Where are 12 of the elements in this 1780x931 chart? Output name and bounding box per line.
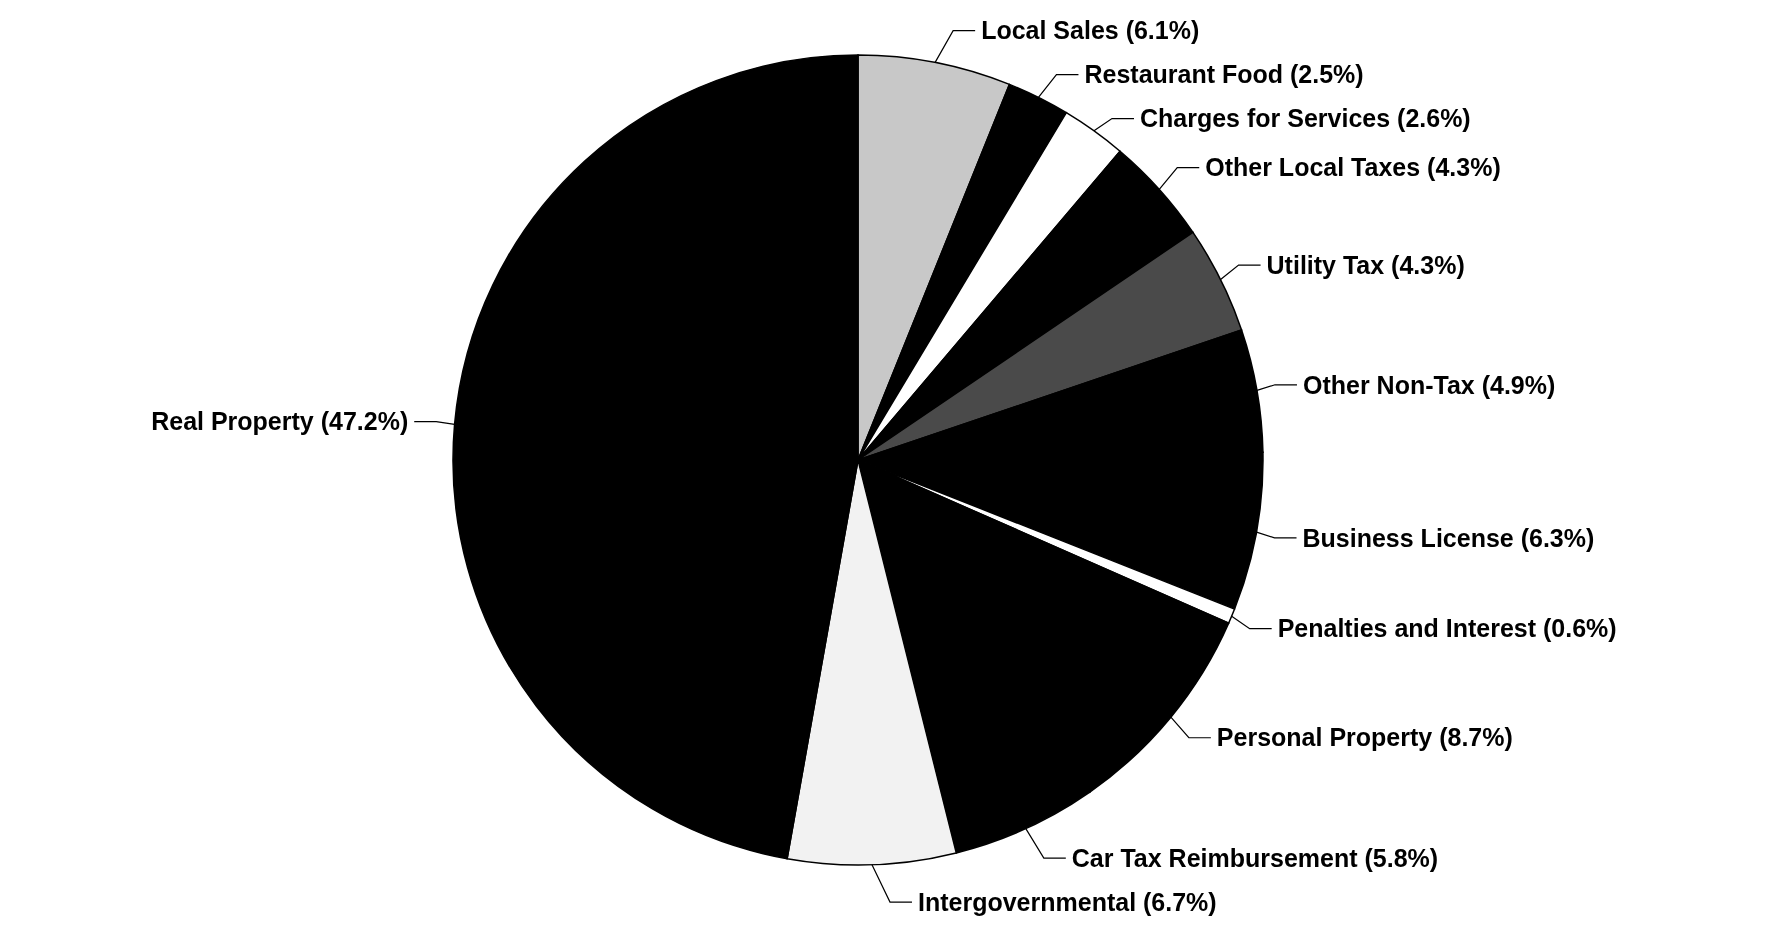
slice-label: Penalties and Interest (0.6%) xyxy=(1277,614,1617,643)
slice-label: Real Property (47.2%) xyxy=(151,407,409,436)
slice-label: Local Sales (6.1%) xyxy=(981,16,1200,45)
slice-label: Utility Tax (4.3%) xyxy=(1266,250,1465,279)
slice-label: Charges for Services (2.6%) xyxy=(1139,104,1471,133)
slice-label: Restaurant Food (2.5%) xyxy=(1084,60,1364,89)
slice-label: Other Local Taxes (4.3%) xyxy=(1205,153,1501,182)
slice-label: Car Tax Reimbursement (5.8%) xyxy=(1071,843,1439,872)
slice-label: Intergovernmental (6.7%) xyxy=(917,887,1217,916)
slice-label: Personal Property (8.7%) xyxy=(1216,723,1513,752)
slice-label: Business License (6.3%) xyxy=(1302,523,1595,552)
slice-label: Other Non-Tax (4.9%) xyxy=(1302,370,1556,399)
